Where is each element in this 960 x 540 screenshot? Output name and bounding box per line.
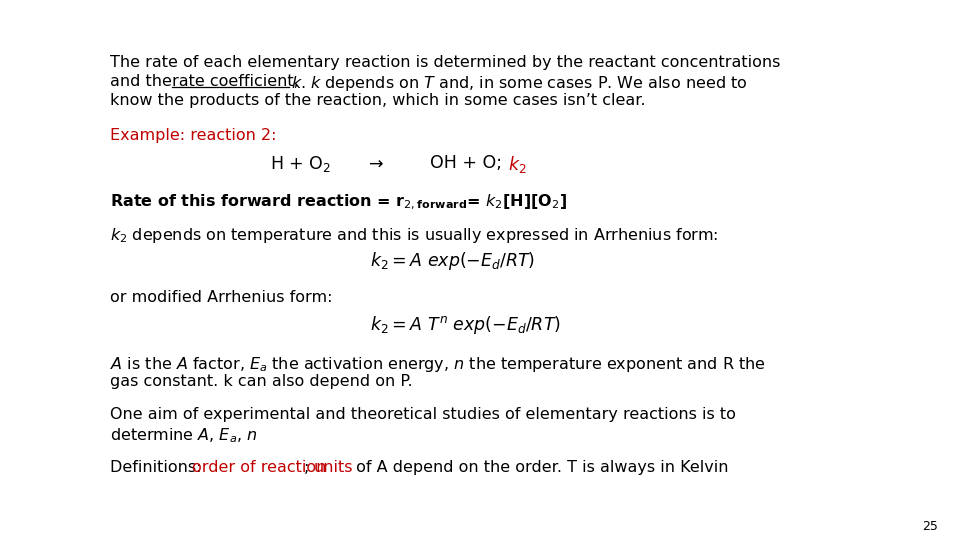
Text: 25: 25 xyxy=(922,520,938,533)
Text: The rate of each elementary reaction is determined by the reactant concentration: The rate of each elementary reaction is … xyxy=(110,55,780,70)
Text: and the: and the xyxy=(110,74,177,89)
Text: or modified Arrhenius form:: or modified Arrhenius form: xyxy=(110,290,332,305)
Text: Definitions:: Definitions: xyxy=(110,460,206,475)
Text: know the products of the reaction, which in some cases isn’t clear.: know the products of the reaction, which… xyxy=(110,93,646,108)
Text: $k_2$: $k_2$ xyxy=(508,154,527,175)
Text: One aim of experimental and theoretical studies of elementary reactions is to: One aim of experimental and theoretical … xyxy=(110,407,736,422)
Text: $k_2$ depends on temperature and this is usually expressed in Arrhenius form:: $k_2$ depends on temperature and this is… xyxy=(110,226,718,245)
Text: $k_2 = A\ \mathregular{exp}(-E_d/RT)$: $k_2 = A\ \mathregular{exp}(-E_d/RT)$ xyxy=(370,250,536,272)
Text: OH + O;: OH + O; xyxy=(430,154,502,172)
Text: $k_2 = A\ T^n\ \mathregular{exp}(-E_d/RT)$: $k_2 = A\ T^n\ \mathregular{exp}(-E_d/RT… xyxy=(370,314,561,336)
Text: $A$ is the $A$ factor, $E_a$ the activation energy, $n$ the temperature exponent: $A$ is the $A$ factor, $E_a$ the activat… xyxy=(110,355,766,374)
Text: Rate of this forward reaction = r$_{2,\mathregular{forward}}$= $k_2$[H][O$_2$]: Rate of this forward reaction = r$_{2,\m… xyxy=(110,193,567,212)
Text: H + O$_2$: H + O$_2$ xyxy=(270,154,331,174)
Text: gas constant. k can also depend on P.: gas constant. k can also depend on P. xyxy=(110,374,413,389)
Text: $\rightarrow$: $\rightarrow$ xyxy=(365,154,384,172)
Text: order of reaction: order of reaction xyxy=(192,460,326,475)
Text: $k$. $k$ depends on $T$ and, in some cases P. We also need to: $k$. $k$ depends on $T$ and, in some cas… xyxy=(291,74,748,93)
Text: rate coefficient,: rate coefficient, xyxy=(172,74,299,89)
Text: ;: ; xyxy=(304,460,315,475)
Text: determine $A$, $E_a$, $n$: determine $A$, $E_a$, $n$ xyxy=(110,426,257,445)
Text: of A depend on the order. T is always in Kelvin: of A depend on the order. T is always in… xyxy=(351,460,729,475)
Text: units: units xyxy=(314,460,353,475)
Text: Example: reaction 2:: Example: reaction 2: xyxy=(110,128,276,143)
